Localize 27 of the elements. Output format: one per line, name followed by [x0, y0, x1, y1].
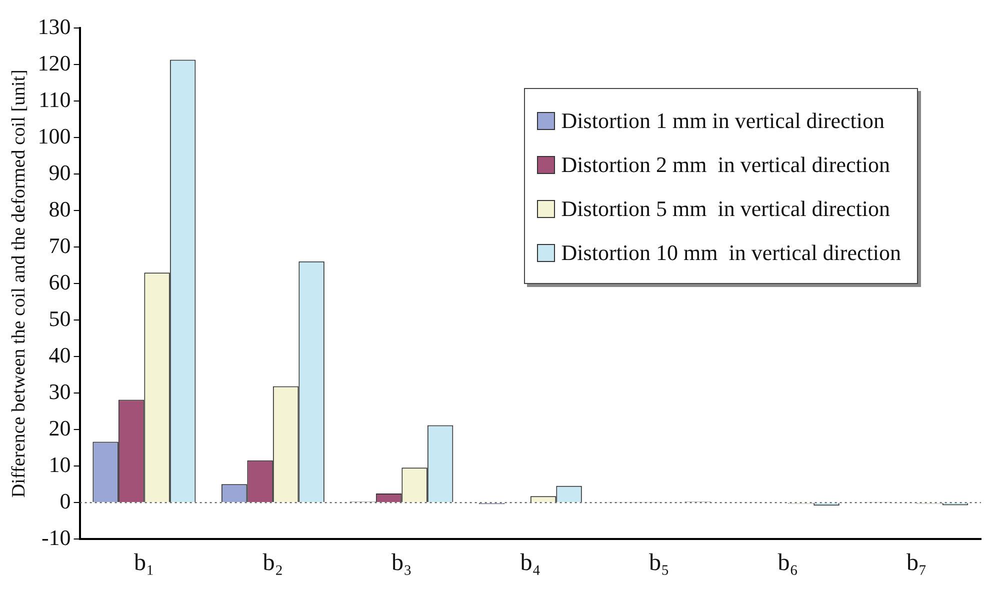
x-tick-label: b₅	[648, 550, 670, 576]
y-tick-label: 10	[48, 452, 71, 477]
y-tick-label: 110	[38, 86, 71, 112]
legend-label: Distortion 5 mm in vertical direction	[561, 196, 890, 222]
y-tick-label: -10	[41, 524, 71, 550]
x-tick-label: b₃	[391, 550, 412, 576]
y-tick-label: 100	[38, 123, 71, 148]
y-axis-title: Difference between the coil and the deformed coil [unit]	[8, 70, 30, 498]
legend-label: Distortion 1 mm in vertical direction	[561, 108, 884, 134]
x-tick-label: b₁	[134, 550, 154, 576]
y-tick-label: 80	[48, 196, 71, 222]
y-tick-label: 130	[38, 14, 71, 39]
y-tick-label: 70	[48, 232, 71, 258]
y-tick-label: 20	[48, 415, 71, 440]
legend-label: Distortion 2 mm in vertical direction	[561, 152, 890, 178]
y-tick-label: 30	[48, 378, 71, 404]
y-tick-label: 90	[48, 160, 71, 185]
x-tick-label: b₄	[520, 550, 541, 576]
y-tick-label: 120	[38, 50, 71, 76]
x-tick-label: b₇	[906, 550, 927, 576]
y-tick-label: 50	[48, 306, 71, 331]
x-tick-label: b₆	[778, 550, 798, 576]
x-tick-label: b₂	[262, 550, 284, 576]
y-tick-label: 0	[60, 488, 71, 514]
legend-label: Distortion 10 mm in vertical direction	[561, 240, 901, 266]
y-tick-label: 40	[48, 342, 71, 368]
y-tick-label: 60	[48, 269, 71, 294]
